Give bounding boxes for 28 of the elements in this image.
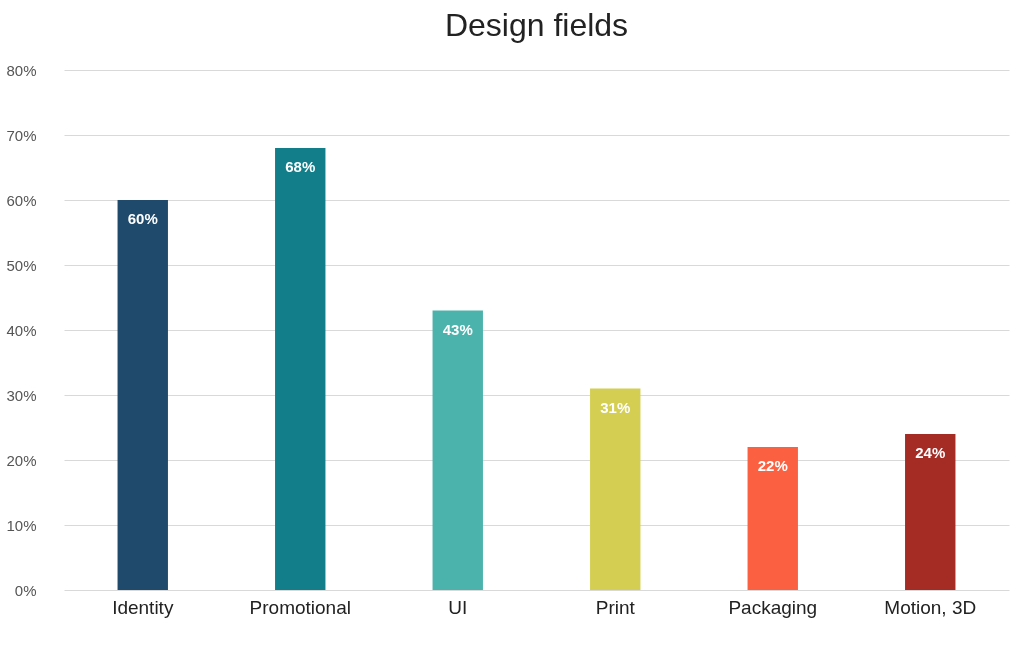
bar: [747, 447, 798, 590]
bar: [117, 200, 168, 590]
x-tick-label: Print: [595, 596, 636, 618]
x-tick-label: Packaging: [728, 596, 818, 618]
data-label: 31%: [600, 398, 631, 416]
data-label: 22%: [757, 457, 788, 474]
chart-title: Design fields: [444, 7, 629, 43]
y-tick-label: 60%: [6, 191, 37, 209]
y-tick-label: 40%: [6, 321, 37, 339]
data-label: 68%: [285, 158, 316, 175]
bar: [905, 434, 956, 590]
y-tick-label: 80%: [6, 61, 37, 79]
y-tick-label: 20%: [6, 451, 37, 469]
x-tick-label: Identity: [112, 596, 174, 618]
y-tick-label: 50%: [6, 256, 37, 274]
x-tick-label: Promotional: [249, 596, 351, 618]
data-label: 60%: [127, 210, 158, 227]
y-tick-label: 0%: [14, 581, 37, 599]
data-label: 43%: [442, 320, 473, 338]
y-tick-label: 70%: [6, 126, 37, 144]
y-tick-label: 10%: [6, 516, 37, 534]
data-label: 24%: [915, 444, 946, 461]
bar: [432, 310, 483, 590]
x-tick-label: UI: [448, 596, 468, 618]
x-tick-label: Motion, 3D: [884, 596, 977, 618]
y-tick-label: 30%: [6, 386, 37, 404]
bar: [590, 388, 641, 590]
bar: [275, 148, 326, 590]
